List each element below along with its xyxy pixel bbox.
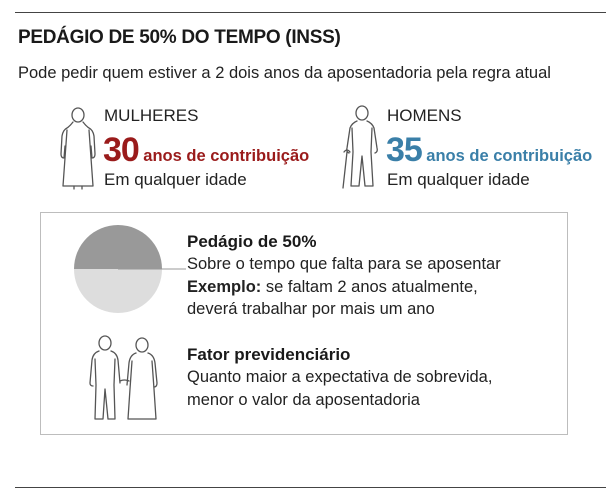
women-years-unit: anos de contribuição — [143, 147, 310, 165]
bottom-rule — [15, 487, 606, 488]
men-age: Em qualquer idade — [387, 170, 530, 189]
factor-line-1: Quanto maior a expectativa de sobrevida, — [187, 368, 493, 386]
toll-example-text: se faltam 2 anos atualmente, — [261, 278, 478, 296]
pie-bottom-half — [74, 269, 162, 313]
pie-leader-line — [160, 268, 186, 270]
half-pie-icon — [74, 225, 162, 313]
women-label: MULHERES — [104, 106, 199, 125]
men-years-unit: anos de contribuição — [426, 147, 593, 165]
toll-example-label: Exemplo: — [187, 278, 262, 296]
women-contribution: 30 anos de contribuição — [103, 131, 309, 170]
men-years-number: 35 — [386, 131, 423, 169]
toll-line-1: Sobre o tempo que falta para se aposenta… — [187, 255, 501, 273]
page-subtitle: Pode pedir quem estiver a 2 dois anos da… — [18, 64, 551, 82]
page-title: PEDÁGIO DE 50% DO TEMPO (INSS) — [18, 27, 341, 48]
woman-figure-icon — [60, 107, 96, 190]
toll-title: Pedágio de 50% — [187, 232, 317, 251]
toll-example: Exemplo: se faltam 2 anos atualmente, — [187, 278, 478, 297]
toll-line-3: deverá trabalhar por mais um ano — [187, 300, 435, 318]
women-age: Em qualquer idade — [104, 170, 247, 189]
man-with-cane-icon — [342, 105, 378, 189]
women-years-number: 30 — [103, 131, 140, 169]
pie-top-half — [74, 225, 162, 269]
men-contribution: 35 anos de contribuição — [386, 131, 592, 170]
factor-line-2: menor o valor da aposentadoria — [187, 391, 420, 409]
men-label: HOMENS — [387, 106, 462, 125]
elderly-couple-icon — [89, 335, 158, 420]
factor-title: Fator previdenciário — [187, 345, 351, 364]
top-rule — [15, 12, 606, 13]
